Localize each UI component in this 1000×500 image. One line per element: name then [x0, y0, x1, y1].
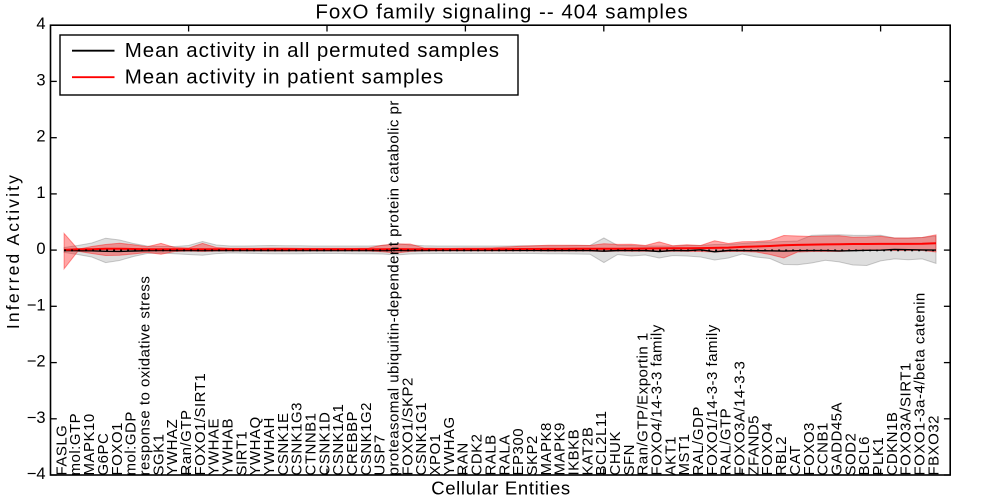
svg-text:SFN: SFN	[621, 444, 638, 476]
svg-text:MAPK10: MAPK10	[81, 413, 98, 475]
svg-text:mol:GDP: mol:GDP	[123, 411, 140, 475]
svg-text:RBL2: RBL2	[773, 436, 790, 476]
svg-text:USP7: USP7	[372, 434, 389, 475]
svg-text:MST1: MST1	[676, 433, 693, 475]
svg-text:Mean activity in patient sampl: Mean activity in patient samples	[125, 65, 444, 88]
svg-text:4: 4	[36, 15, 45, 33]
svg-text:MAPK9: MAPK9	[552, 422, 569, 475]
svg-text:−4: −4	[27, 465, 46, 483]
svg-text:BCL6: BCL6	[856, 436, 873, 476]
svg-text:Ran/GTP: Ran/GTP	[178, 409, 195, 475]
svg-text:response to oxidative stress: response to oxidative stress	[136, 276, 153, 476]
svg-text:RALA: RALA	[496, 434, 513, 475]
svg-text:FASLG: FASLG	[53, 425, 70, 476]
svg-text:CSNK1A1: CSNK1A1	[330, 404, 347, 476]
svg-text:RAL/GTP: RAL/GTP	[718, 408, 735, 476]
svg-text:FOXO1/SIRT1: FOXO1/SIRT1	[192, 373, 209, 476]
svg-text:FOXO1-3a-4/beta catenin: FOXO1-3a-4/beta catenin	[912, 292, 929, 475]
svg-text:−2: −2	[27, 353, 46, 371]
svg-text:CSNK1G1: CSNK1G1	[413, 402, 430, 476]
svg-text:SOD2: SOD2	[842, 433, 859, 476]
svg-text:YWHAH: YWHAH	[261, 417, 278, 475]
svg-text:MAPK8: MAPK8	[538, 422, 555, 475]
svg-text:proteasomal ubiquitin-dependen: proteasomal ubiquitin-dependent protein …	[386, 100, 403, 475]
svg-text:CHUK: CHUK	[607, 431, 624, 476]
svg-text:YWHAB: YWHAB	[220, 418, 237, 476]
svg-text:SIRT1: SIRT1	[233, 431, 250, 476]
svg-text:SKP2: SKP2	[524, 435, 541, 475]
svg-text:SGK1: SGK1	[150, 433, 167, 475]
svg-text:CREBBP: CREBBP	[344, 411, 361, 476]
svg-text:FBXO32: FBXO32	[925, 415, 942, 476]
svg-text:BCL2L11: BCL2L11	[593, 411, 610, 476]
svg-text:FOXO1/14-3-3 family: FOXO1/14-3-3 family	[704, 324, 721, 475]
svg-text:RAL/GDP: RAL/GDP	[690, 406, 707, 475]
svg-text:Cellular Entities: Cellular Entities	[431, 478, 571, 499]
svg-text:CSNK1E: CSNK1E	[275, 412, 292, 475]
svg-text:FOXO3A/SIRT1: FOXO3A/SIRT1	[898, 362, 915, 475]
svg-text:Ran/GTP/Exportin 1: Ran/GTP/Exportin 1	[635, 332, 652, 475]
svg-text:CTNNB1: CTNNB1	[303, 412, 320, 475]
svg-text:FOXO1: FOXO1	[109, 422, 126, 475]
svg-text:−1: −1	[27, 296, 46, 314]
svg-text:CCNB1: CCNB1	[815, 422, 832, 475]
svg-text:CSNK1G3: CSNK1G3	[289, 402, 306, 476]
svg-text:YWHAZ: YWHAZ	[164, 419, 181, 476]
svg-text:CSNK1D: CSNK1D	[316, 412, 333, 476]
svg-text:FOXO3A/14-3-3: FOXO3A/14-3-3	[732, 361, 749, 476]
svg-text:YWHAG: YWHAG	[441, 416, 458, 475]
svg-text:G6PC: G6PC	[95, 433, 112, 476]
svg-text:FOXO4/14-3-3 family: FOXO4/14-3-3 family	[649, 324, 666, 475]
svg-text:IKBKB: IKBKB	[566, 429, 583, 476]
svg-text:CSNK1G2: CSNK1G2	[358, 402, 375, 476]
svg-text:mol:GTP: mol:GTP	[67, 413, 84, 476]
svg-text:3: 3	[36, 71, 45, 89]
svg-text:1: 1	[36, 184, 45, 202]
svg-text:CAT: CAT	[787, 445, 804, 475]
svg-text:Inferred Activity: Inferred Activity	[3, 173, 23, 329]
svg-text:Mean activity in all permuted: Mean activity in all permuted samples	[125, 39, 500, 62]
svg-text:ZFAND5: ZFAND5	[745, 415, 762, 476]
svg-text:YWHAE: YWHAE	[206, 418, 223, 476]
svg-text:FOXO3: FOXO3	[801, 422, 818, 475]
svg-text:FoxO family signaling -- 404 s: FoxO family signaling -- 404 samples	[315, 1, 688, 24]
svg-text:−3: −3	[27, 409, 46, 427]
svg-text:YWHAQ: YWHAQ	[247, 416, 264, 475]
svg-text:PLK1: PLK1	[870, 437, 887, 476]
svg-text:XPO1: XPO1	[427, 433, 444, 475]
svg-text:GADD45A: GADD45A	[828, 402, 845, 476]
svg-text:FOXO4: FOXO4	[759, 422, 776, 475]
svg-text:RAN: RAN	[455, 442, 472, 475]
svg-text:CDK2: CDK2	[469, 433, 486, 475]
svg-text:0: 0	[36, 240, 45, 258]
svg-text:2: 2	[36, 128, 45, 146]
svg-text:CDKN1B: CDKN1B	[884, 412, 901, 476]
svg-text:AKT1: AKT1	[662, 436, 679, 476]
svg-text:FOXO1/SKP2: FOXO1/SKP2	[399, 377, 416, 475]
svg-text:RALB: RALB	[482, 434, 499, 475]
svg-text:KAT2B: KAT2B	[579, 427, 596, 476]
svg-text:EP300: EP300	[510, 428, 527, 476]
